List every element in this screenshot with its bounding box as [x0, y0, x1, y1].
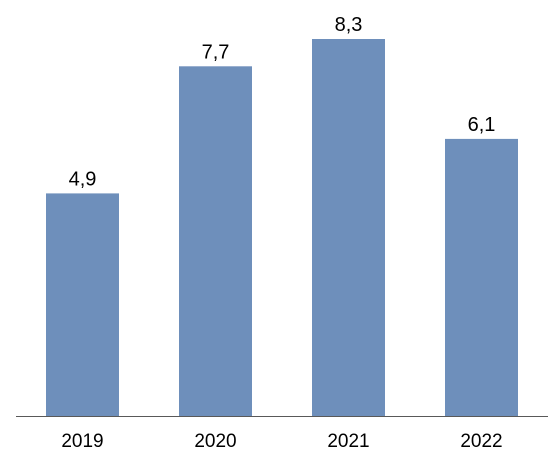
- bar-2022: [445, 138, 518, 416]
- bar-2019: [46, 193, 119, 416]
- value-label-2021: 8,3: [335, 14, 363, 36]
- x-tick-label-2019: 2019: [61, 431, 103, 452]
- value-label-2019: 4,9: [69, 168, 97, 190]
- x-tick-label-2020: 2020: [194, 431, 236, 452]
- x-tick-labels-group: 2019 2020 2021 2022: [61, 431, 502, 452]
- value-label-2020: 7,7: [202, 41, 230, 63]
- value-label-2022: 6,1: [468, 114, 496, 136]
- x-tick-label-2021: 2021: [327, 431, 369, 452]
- x-tick-label-2022: 2022: [460, 431, 502, 452]
- value-labels-group: 4,9 7,7 8,3 6,1: [69, 14, 496, 190]
- bars-group: [46, 39, 518, 417]
- bar-2020: [179, 66, 252, 417]
- bar-2021: [312, 39, 385, 416]
